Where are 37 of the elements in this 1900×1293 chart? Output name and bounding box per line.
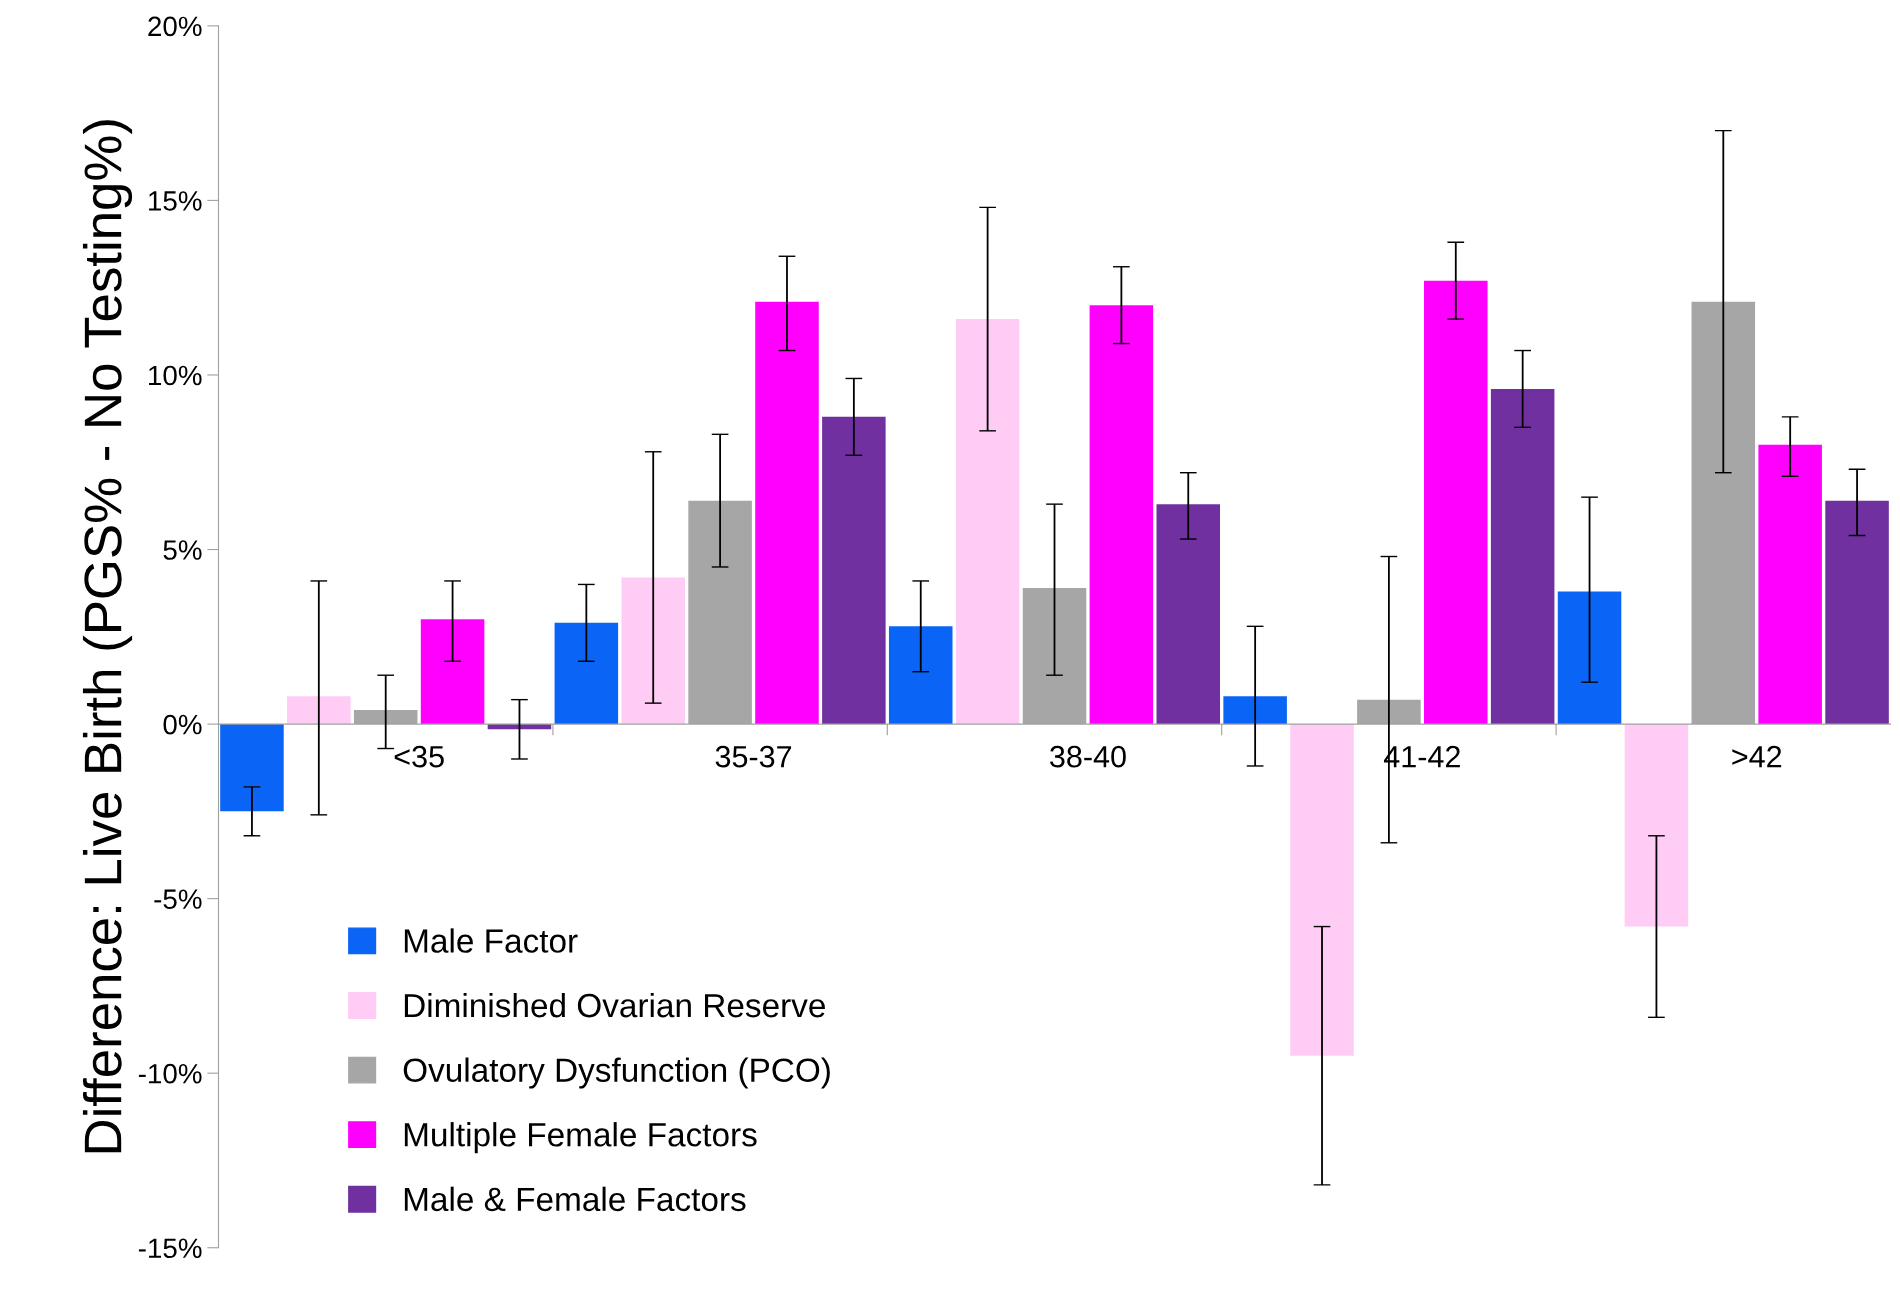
legend-label: Diminished Ovarian Reserve xyxy=(404,992,825,1018)
y-tick-label: 15% xyxy=(149,191,202,211)
x-tick-label: 35-37 xyxy=(715,745,792,768)
y-tick-label: 10% xyxy=(149,365,202,386)
y-tick-label: -5% xyxy=(154,889,202,909)
y-tick-label: 5% xyxy=(163,540,202,560)
bar xyxy=(1825,500,1889,725)
y-tick-label: 20% xyxy=(148,16,202,37)
bar xyxy=(1758,444,1822,725)
bar xyxy=(888,626,953,725)
legend-label: Male & Female Factors xyxy=(404,1186,746,1212)
bar xyxy=(1490,388,1555,725)
bar xyxy=(1624,724,1689,927)
legend-label: Multiple Female Factors xyxy=(404,1122,757,1154)
y-tick-label: 0% xyxy=(163,714,202,735)
y-tick-label: -10% xyxy=(138,1063,202,1084)
y-axis-title: Difference: Live Birth (PGS% - No Testing%) xyxy=(82,120,133,1153)
y-tick-label: -15% xyxy=(138,1238,202,1259)
bar xyxy=(955,319,1020,725)
bar xyxy=(554,622,619,725)
bar xyxy=(1089,305,1154,725)
bar xyxy=(1223,696,1287,725)
bar xyxy=(1290,724,1354,1056)
bar xyxy=(621,577,685,725)
bar xyxy=(420,619,485,725)
legend-label: Ovulatory Dysfunction (PCO) xyxy=(403,1057,830,1089)
bar xyxy=(1424,280,1488,725)
bar xyxy=(1557,591,1622,725)
bar xyxy=(822,416,886,725)
legend-label: Male Factor xyxy=(404,928,578,953)
x-tick-label: >42 xyxy=(1732,745,1782,768)
x-tick-label: 38-40 xyxy=(1050,745,1126,768)
bar xyxy=(1156,504,1221,725)
bar xyxy=(287,696,351,725)
bar xyxy=(220,724,284,812)
x-tick-label: <35 xyxy=(394,745,444,768)
bar xyxy=(755,301,819,725)
